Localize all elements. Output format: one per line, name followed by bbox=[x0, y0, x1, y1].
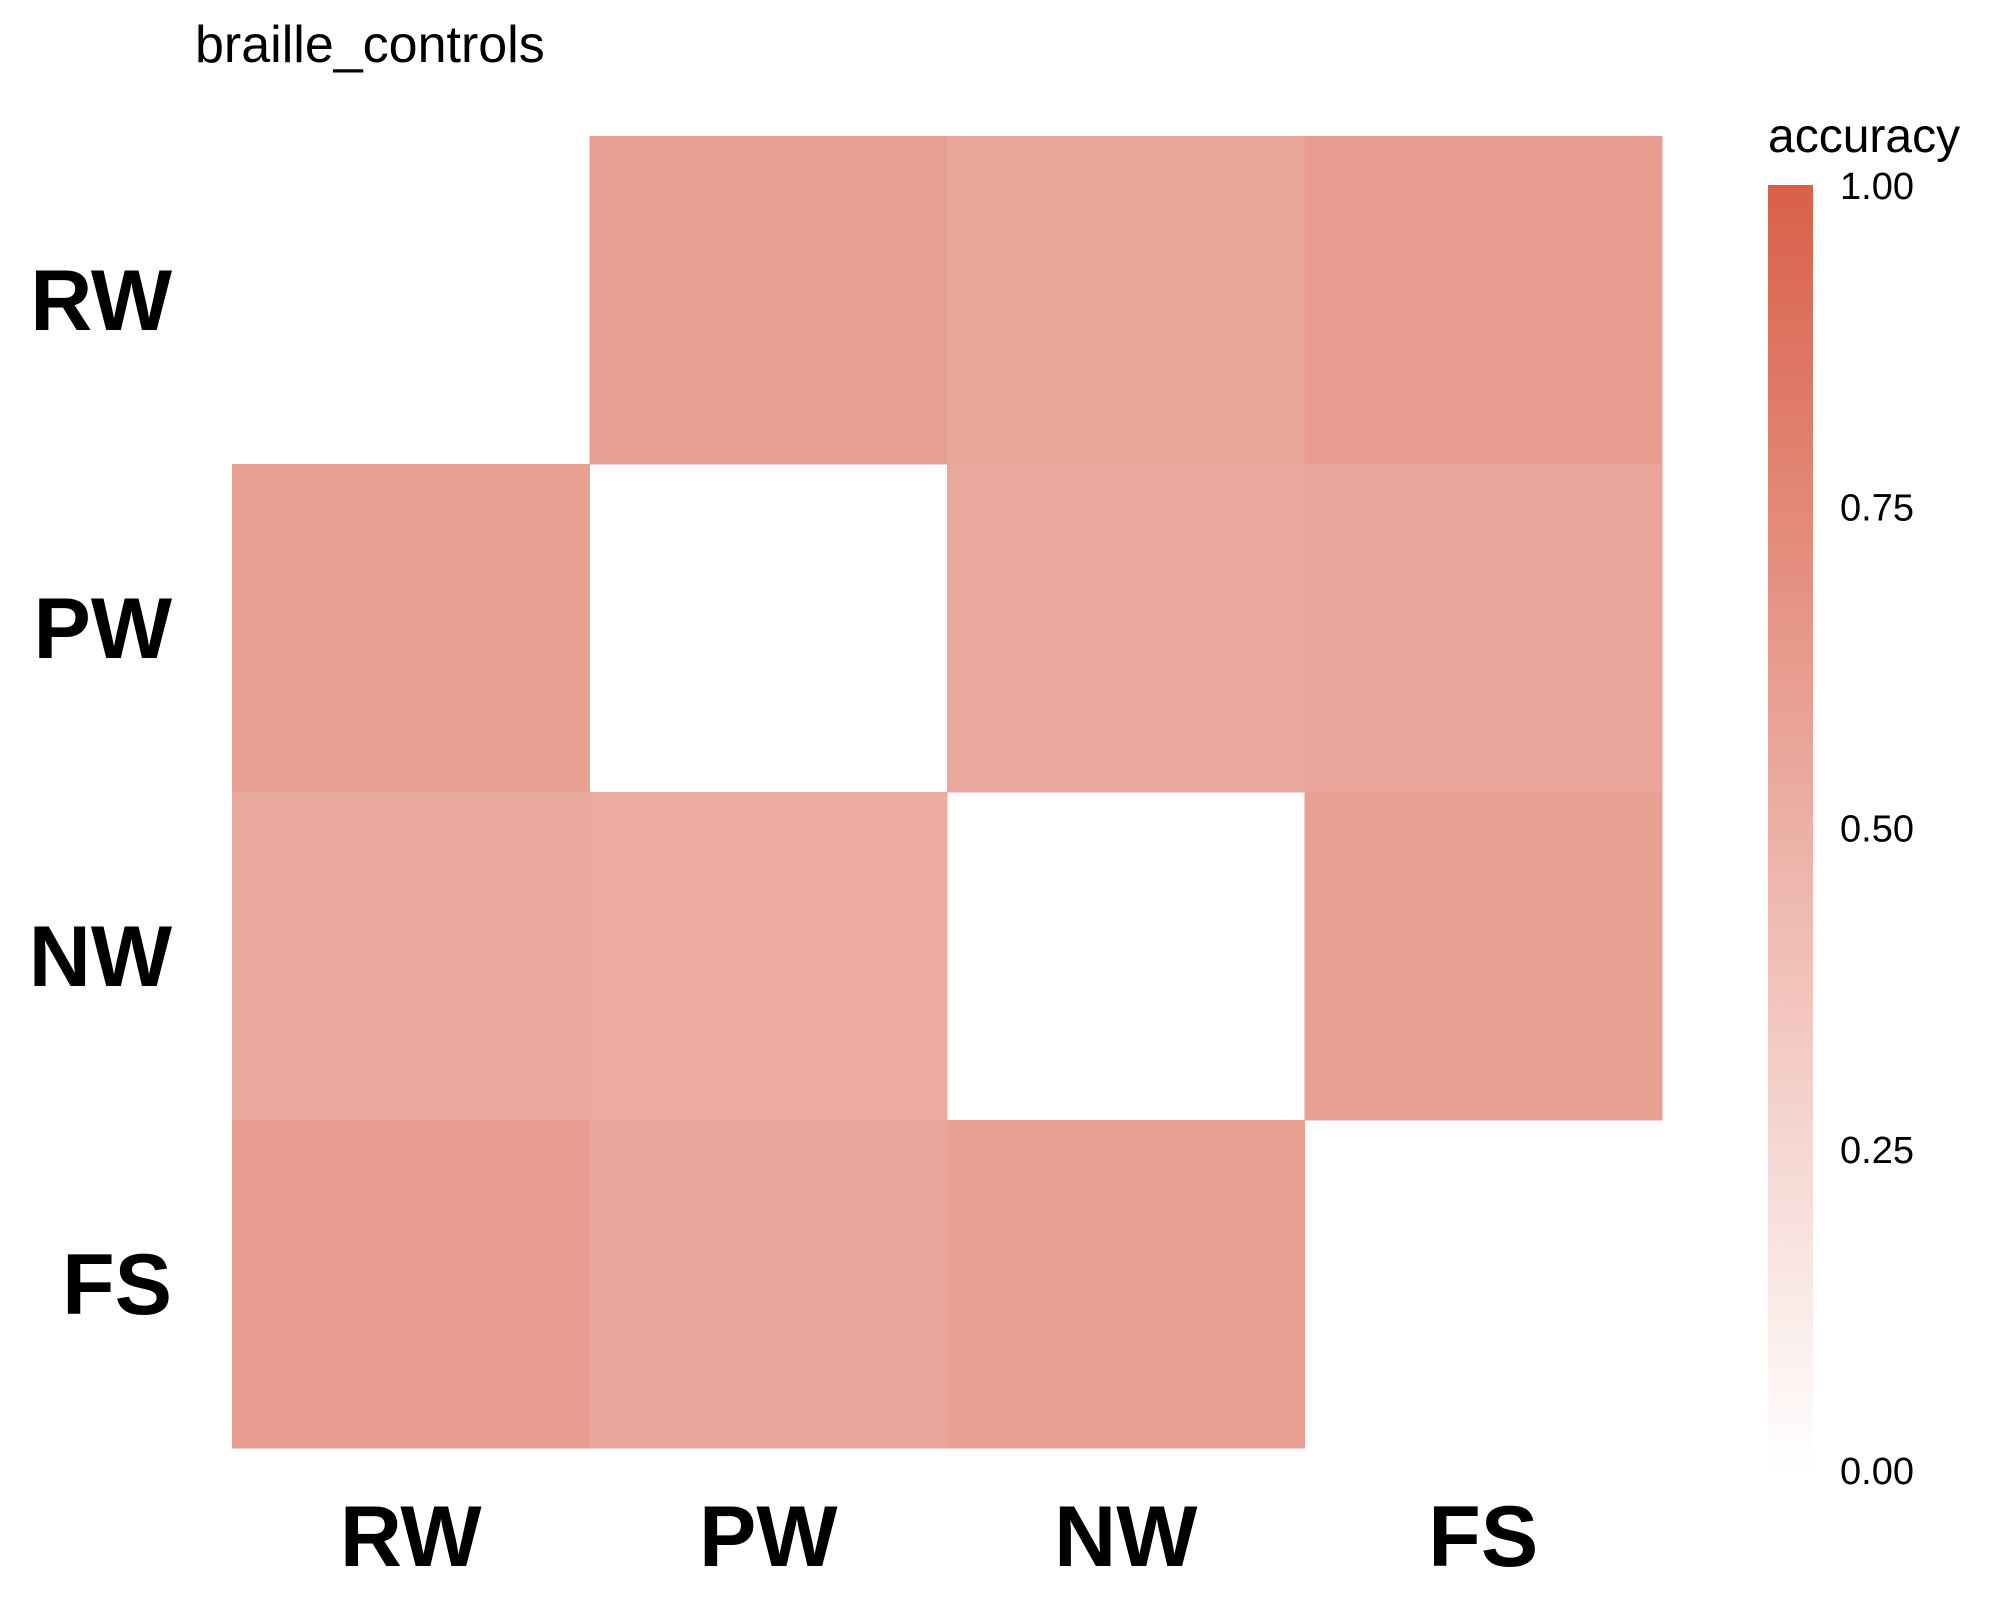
heatmap-cell-NW-PW bbox=[589, 792, 948, 1121]
x-tick-label: RW bbox=[340, 1489, 483, 1585]
heatmap-cell-FS-NW bbox=[947, 1120, 1305, 1449]
heatmap-cell-RW-FS bbox=[1304, 136, 1663, 465]
heatmap-cell-PW-RW bbox=[232, 464, 590, 793]
y-axis-ticks: RW PW NW FS bbox=[29, 253, 173, 1333]
legend-ticks: 0.00 0.25 0.50 0.75 1.00 bbox=[1840, 166, 1914, 1493]
heatmap-cell-NW-FS bbox=[1304, 792, 1663, 1121]
heatmap-cell-PW-FS bbox=[1304, 464, 1663, 793]
heatmap-cells bbox=[232, 136, 1663, 1449]
x-tick-label: NW bbox=[1054, 1489, 1198, 1585]
heatmap-cell-FS-RW bbox=[232, 1120, 590, 1449]
x-tick-label: FS bbox=[1428, 1489, 1538, 1585]
y-tick-label: RW bbox=[30, 253, 173, 349]
heatmap-cell-NW-RW bbox=[232, 792, 590, 1121]
y-tick-label: FS bbox=[62, 1237, 172, 1333]
legend-tick-label: 1.00 bbox=[1840, 166, 1914, 208]
chart-title: braille_controls bbox=[195, 16, 545, 74]
x-tick-label: PW bbox=[699, 1489, 838, 1585]
heatmap-cell-RW-NW bbox=[947, 136, 1305, 465]
y-tick-label: NW bbox=[29, 909, 173, 1005]
legend-colorbar bbox=[1768, 185, 1813, 1470]
y-tick-label: PW bbox=[33, 581, 172, 677]
heatmap-cell-RW-PW bbox=[589, 136, 948, 465]
legend-tick-label: 0.25 bbox=[1840, 1130, 1914, 1172]
legend-tick-label: 0.75 bbox=[1840, 487, 1914, 529]
heatmap-cell-PW-NW bbox=[947, 464, 1305, 793]
legend-tick-label: 0.50 bbox=[1840, 809, 1914, 851]
heatmap-cell-FS-PW bbox=[589, 1120, 948, 1449]
legend-title: accuracy bbox=[1768, 110, 1960, 163]
color-legend: accuracy 0.00 0.25 0.50 0.75 1.00 bbox=[1768, 110, 1960, 1493]
legend-tick-label: 0.00 bbox=[1840, 1451, 1914, 1493]
x-axis-ticks: RW PW NW FS bbox=[340, 1489, 1538, 1585]
